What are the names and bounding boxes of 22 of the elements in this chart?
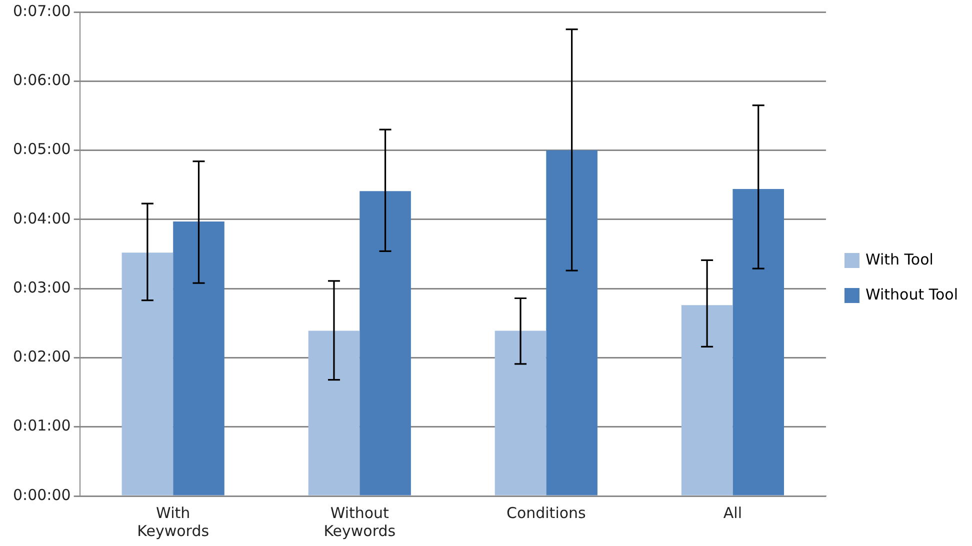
bar xyxy=(494,330,546,496)
bar xyxy=(732,189,784,496)
bar xyxy=(681,305,733,496)
y-tick-label: 0:01:00 xyxy=(12,416,71,435)
bar xyxy=(173,222,224,496)
x-tick-label: With Keywords xyxy=(137,504,210,540)
legend-label: With Tool xyxy=(865,250,934,268)
bar xyxy=(360,191,411,496)
y-tick-label: 0:07:00 xyxy=(12,2,71,20)
x-tick-label: Without Keywords xyxy=(324,504,396,540)
y-tick-label: 0:05:00 xyxy=(12,140,71,158)
legend-label: Without Tool xyxy=(865,285,958,304)
bar xyxy=(122,252,174,496)
y-tick-label: 0:03:00 xyxy=(12,278,71,296)
x-tick-label: Conditions xyxy=(506,504,586,522)
x-tick-label: All xyxy=(723,504,742,522)
y-tick-label: 0:00:00 xyxy=(12,486,71,504)
bar xyxy=(546,150,598,496)
y-tick-label: 0:06:00 xyxy=(12,71,71,90)
bar xyxy=(308,330,360,496)
y-tick-label: 0:04:00 xyxy=(12,209,71,228)
y-tick-label: 0:02:00 xyxy=(12,348,71,366)
